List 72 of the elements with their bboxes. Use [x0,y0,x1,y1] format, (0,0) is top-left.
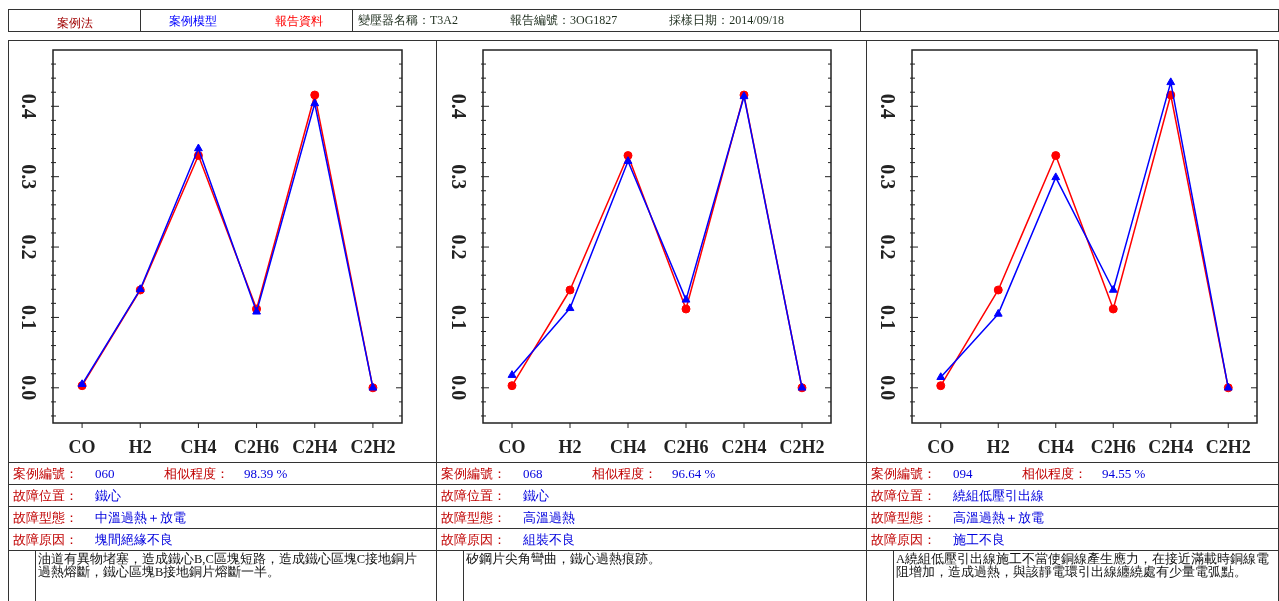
text: 故障型態： [441,510,506,525]
text: 繞組低壓引出線 [953,488,1044,503]
text: 相似程度： [592,466,657,481]
x-tick-label: C2H2 [350,437,396,458]
x-tick-label: C2H6 [1090,437,1136,458]
text: 採樣日期：2014/09/18 [669,13,785,27]
y-tick-label: 0.2 [877,234,900,260]
text: 94.55 % [1102,466,1146,481]
y-tick-label: 0.2 [18,234,41,260]
y-tick-label: 0.4 [877,93,900,119]
y-tick-label: 0.2 [448,234,471,260]
text: 案例編號： [871,466,936,481]
text: 施工不良 [953,532,1005,547]
text: 高溫過熱 [523,510,575,525]
text: 060 [95,466,115,481]
y-tick-label: 0.3 [877,164,900,190]
text: 報告編號：3OG1827 [510,13,618,27]
text: 組裝不良 [523,532,575,547]
x-tick-label: CH4 [180,437,217,458]
x-tick-label: CH4 [610,437,646,458]
text: 案例編號： [13,466,78,481]
text: 故障型態： [13,510,78,525]
x-tick-label: C2H6 [234,437,280,458]
x-tick-label: H2 [986,437,1010,458]
text: 矽鋼片尖角彎曲，鐵心過熱痕跡。 [466,552,662,566]
text: 068 [523,466,543,481]
y-tick-label: 0.0 [448,375,471,401]
text: 鐵心 [95,488,121,503]
text: 故障型態： [871,510,936,525]
x-tick-label: C2H4 [292,437,338,458]
text: 相似程度： [164,466,229,481]
y-tick-label: 0.1 [877,304,900,330]
text: 故障位置： [441,488,506,503]
x-tick-label: H2 [558,437,582,458]
y-tick-label: 0.4 [18,93,41,119]
y-tick-label: 0.1 [448,304,471,330]
x-tick-label: CO [68,437,96,458]
y-tick-label: 0.0 [18,375,41,401]
text: 案例法 [57,16,93,30]
y-tick-label: 0.3 [448,164,471,190]
text: 故障原因： [441,532,506,547]
text: 變壓器名稱：T3A2 [358,13,458,27]
text: 案例模型 [169,13,217,28]
text: 中溫過熱＋放電 [95,510,186,525]
text: 油道有異物堵塞，造成鐵心B,C區塊短路，造成鐵心區塊C接地銅片過熱熔斷，鐵心區塊B接地銅片熔斷一半。 [38,552,419,579]
text: 故障位置： [13,488,78,503]
x-tick-label: C2H6 [663,437,709,458]
text: 98.39 % [244,466,288,481]
y-tick-label: 0.0 [877,375,900,401]
text: 故障原因： [871,532,936,547]
text: 鐵心 [523,488,549,503]
x-tick-label: CO [927,437,955,458]
text: 高溫過熱＋放電 [953,510,1044,525]
text: 96.64 % [672,466,716,481]
x-tick-label: CH4 [1037,437,1074,458]
x-tick-label: CO [498,437,526,458]
text: 相似程度： [1022,466,1087,481]
x-tick-label: C2H4 [721,437,767,458]
x-tick-label: C2H2 [779,437,825,458]
text: 塊間絕緣不良 [95,532,173,547]
text: 故障原因： [13,532,78,547]
text: 故障位置： [871,488,936,503]
x-tick-label: C2H4 [1148,437,1194,458]
text: 報告資料 [275,13,323,28]
text: A繞組低壓引出線施工不當使銅線產生應力，在接近滿載時銅線電阻增加，造成過熱，與該靜電環引出線纏繞處有少量電弧點。 [896,552,1270,579]
y-tick-label: 0.4 [448,93,471,119]
text: 094 [953,466,973,481]
text: 案例編號： [441,466,506,481]
y-tick-label: 0.3 [18,164,41,190]
x-tick-label: H2 [128,437,152,458]
x-tick-label: C2H2 [1205,437,1251,458]
y-tick-label: 0.1 [18,304,41,330]
